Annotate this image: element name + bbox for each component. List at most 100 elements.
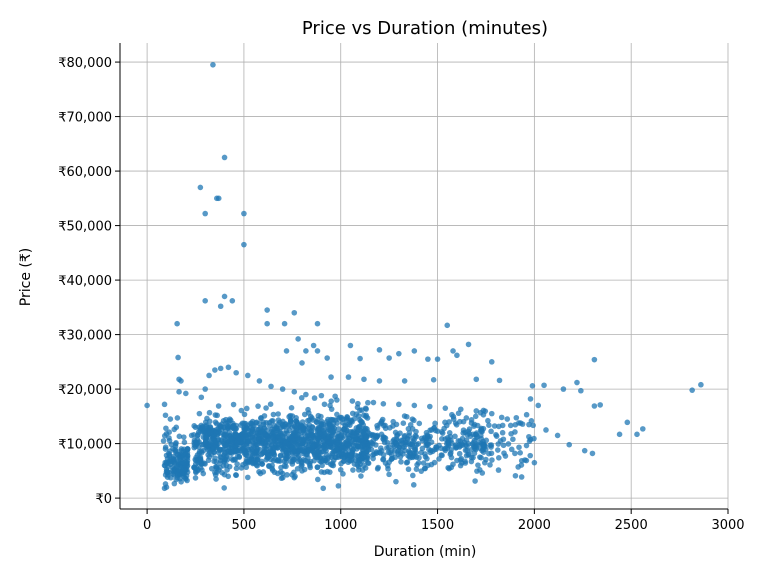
data-point (450, 416, 457, 422)
data-point (424, 432, 431, 438)
data-point (255, 454, 261, 461)
data-point (478, 435, 485, 442)
data-point (324, 355, 330, 361)
data-point (505, 441, 512, 447)
data-point (173, 476, 179, 483)
data-point (498, 414, 505, 421)
data-point (275, 421, 281, 428)
data-point (478, 454, 484, 461)
y-tick-label: ₹80,000 (58, 56, 112, 71)
data-point (359, 419, 366, 426)
data-point (288, 405, 295, 411)
data-point (176, 433, 183, 440)
data-point (496, 455, 502, 461)
data-point (340, 471, 346, 477)
data-point (328, 428, 335, 435)
data-point (489, 457, 495, 463)
data-point (163, 425, 169, 432)
data-point (566, 441, 573, 448)
data-point (334, 397, 340, 403)
data-point (221, 442, 228, 448)
data-point (309, 415, 315, 421)
x-tick-label: 500 (232, 518, 257, 533)
data-point (361, 462, 367, 469)
data-point (281, 320, 288, 327)
data-point (192, 475, 199, 481)
data-point (407, 449, 413, 456)
data-point (375, 464, 381, 471)
data-point (325, 416, 331, 423)
data-point (401, 378, 408, 384)
data-point (386, 471, 392, 478)
data-point (527, 436, 534, 443)
data-point (267, 401, 274, 408)
data-point (468, 458, 475, 465)
data-point (296, 453, 302, 459)
data-point (468, 417, 475, 423)
data-point (426, 446, 432, 453)
data-point (245, 438, 251, 445)
data-point (339, 444, 346, 451)
data-point (339, 450, 345, 457)
data-point (355, 467, 362, 473)
data-point (266, 419, 273, 426)
data-point (386, 355, 392, 361)
data-point (228, 444, 235, 450)
data-point (269, 434, 276, 441)
data-point (251, 450, 257, 457)
data-point (380, 401, 387, 407)
data-point (433, 446, 440, 452)
data-point (226, 463, 233, 470)
data-point (396, 401, 402, 408)
data-point (175, 451, 181, 458)
data-point (337, 466, 344, 473)
data-point (184, 446, 191, 452)
data-point (228, 436, 235, 442)
data-point (591, 403, 598, 409)
data-point (624, 419, 631, 426)
data-point (221, 471, 228, 478)
data-point (527, 396, 534, 402)
data-point (457, 418, 463, 425)
data-point (188, 432, 195, 439)
data-point (314, 432, 320, 438)
data-point (208, 465, 215, 472)
data-point (260, 440, 266, 447)
data-point (508, 446, 515, 453)
data-point (212, 367, 218, 373)
data-point (313, 454, 320, 461)
data-point (289, 471, 295, 478)
data-point (239, 431, 245, 437)
data-point (284, 430, 290, 437)
data-point (298, 422, 304, 428)
data-point (237, 439, 244, 446)
data-point (199, 460, 205, 467)
data-point (306, 422, 313, 428)
data-point (481, 442, 488, 449)
data-point (315, 448, 322, 455)
data-point (410, 439, 416, 445)
data-point (578, 387, 584, 394)
data-point (378, 447, 385, 454)
data-point (394, 432, 401, 438)
data-point (210, 62, 216, 68)
data-point (367, 442, 374, 449)
data-point (308, 428, 315, 434)
data-point (197, 465, 204, 471)
data-point (456, 450, 463, 457)
x-tick-label: 0 (143, 518, 151, 533)
data-point (181, 465, 187, 472)
data-point (225, 364, 232, 371)
data-point (427, 403, 433, 410)
data-point (409, 416, 416, 422)
data-point (244, 456, 250, 463)
data-point (411, 453, 417, 460)
data-point (373, 442, 379, 448)
data-point (491, 423, 498, 429)
data-point (275, 441, 282, 448)
data-point (488, 410, 495, 417)
data-point (477, 467, 483, 473)
data-point (299, 360, 305, 366)
data-point (314, 464, 321, 470)
